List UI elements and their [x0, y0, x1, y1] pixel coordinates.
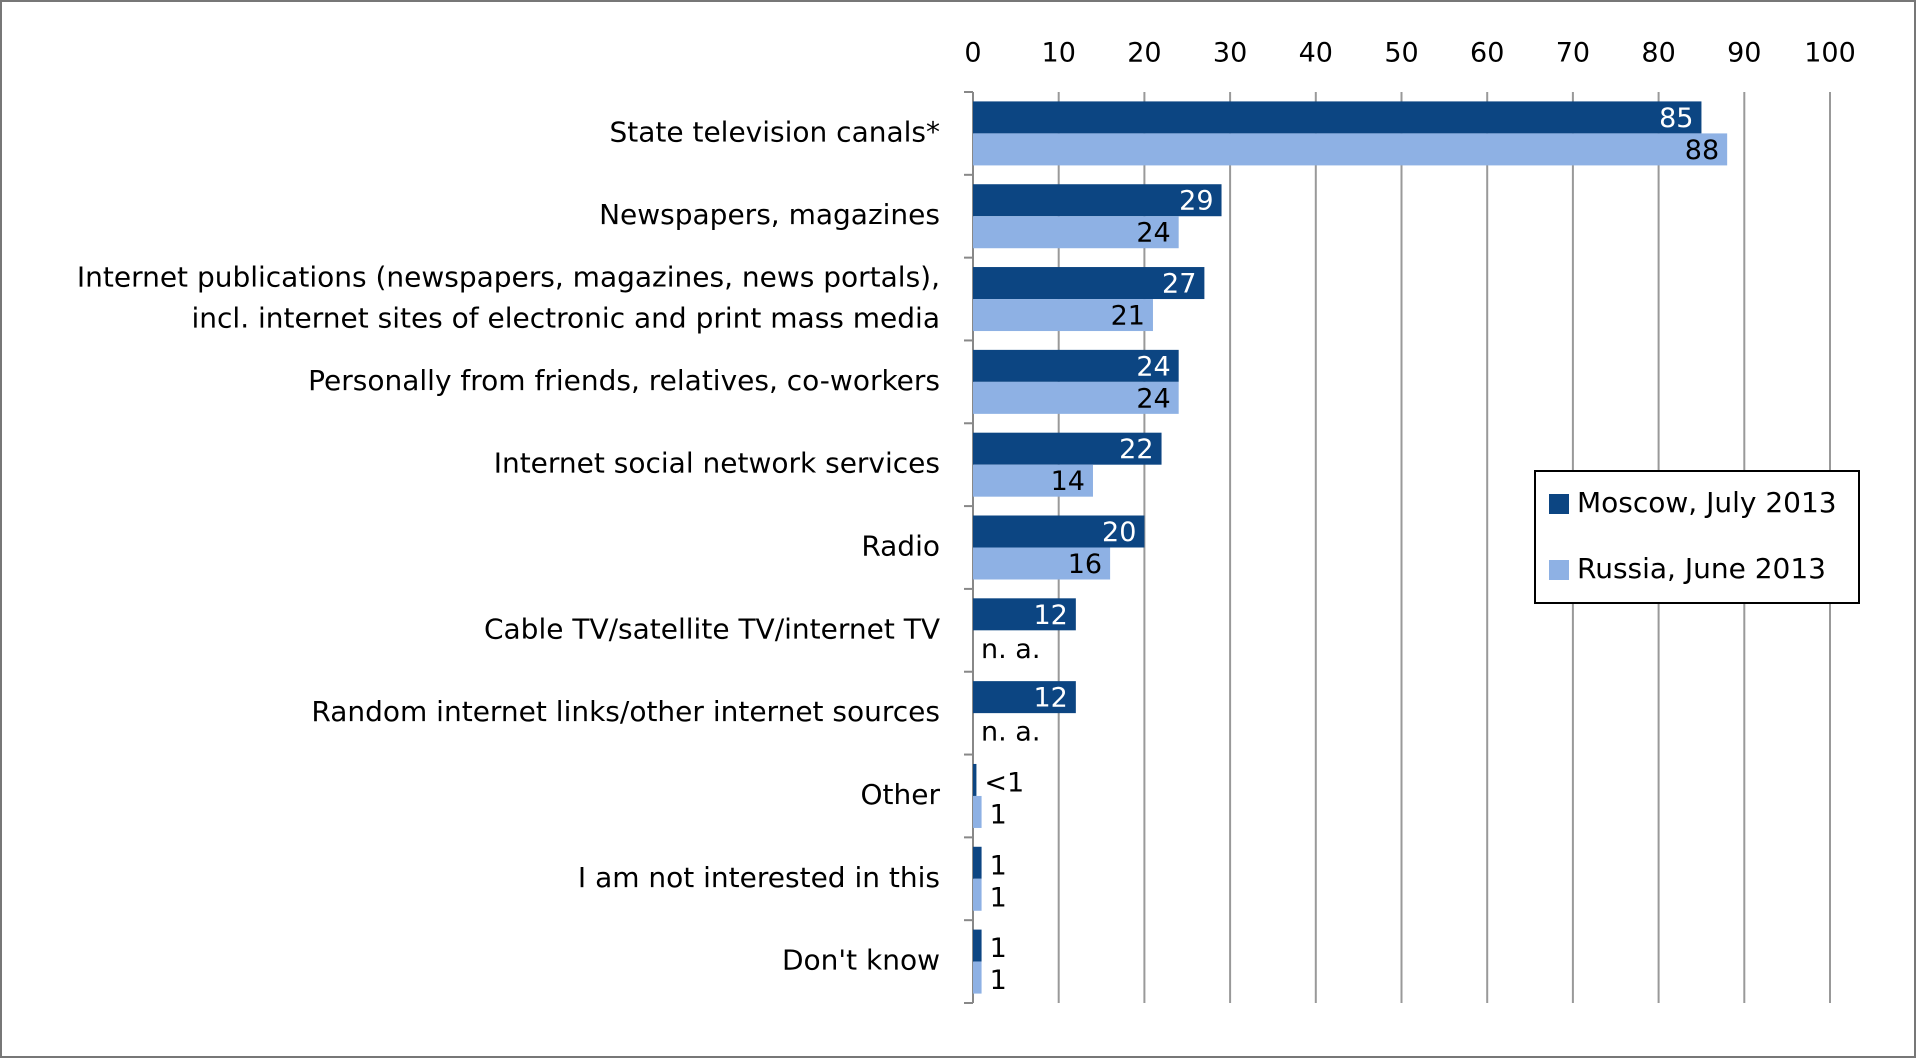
- bar: [973, 432, 1162, 465]
- bar: [973, 846, 982, 879]
- legend-swatch: [1549, 494, 1569, 514]
- value-label: 1: [990, 882, 1007, 913]
- value-label: 24: [1136, 351, 1170, 382]
- bar: [973, 464, 1093, 497]
- y-tick-label: Don't know: [782, 944, 940, 977]
- x-tick-label: 60: [1470, 38, 1504, 69]
- value-label: 1: [990, 965, 1007, 996]
- y-tick-label: Random internet links/other internet sou…: [311, 695, 940, 728]
- value-label: 21: [1111, 301, 1145, 332]
- legend-label: Moscow, July 2013: [1577, 486, 1837, 519]
- bar: [973, 795, 982, 828]
- x-tick-label: 70: [1556, 38, 1590, 69]
- value-label: 88: [1685, 135, 1719, 166]
- value-label: 1: [990, 799, 1007, 830]
- value-label: 29: [1179, 186, 1213, 217]
- value-label: 20: [1102, 517, 1136, 548]
- value-label: 1: [990, 933, 1007, 964]
- bar: [973, 349, 1179, 382]
- value-label: n. a.: [981, 634, 1040, 665]
- bar: [973, 101, 1702, 134]
- bar: [973, 929, 982, 962]
- value-label: 27: [1162, 269, 1196, 300]
- value-label: 22: [1119, 434, 1153, 465]
- value-label: <1: [984, 767, 1024, 798]
- y-tick-label: Internet publications (newspapers, magaz…: [77, 261, 940, 294]
- y-tick-label: incl. internet sites of electronic and p…: [192, 302, 941, 335]
- x-tick-label: 80: [1641, 38, 1675, 69]
- x-tick-label: 0: [964, 38, 981, 69]
- x-tick-label: 100: [1804, 38, 1856, 69]
- bar: [973, 515, 1145, 548]
- y-tick-label: Other: [860, 778, 940, 811]
- value-label: 85: [1659, 103, 1693, 134]
- bar: [973, 267, 1205, 300]
- bar: [973, 763, 977, 796]
- bar: [973, 547, 1111, 580]
- bar: [973, 299, 1153, 332]
- value-label: 12: [1033, 683, 1067, 714]
- y-tick-label: State television canals*: [609, 115, 940, 148]
- x-tick-label: 30: [1213, 38, 1247, 69]
- bar: [973, 598, 1076, 631]
- x-tick-label: 40: [1299, 38, 1333, 69]
- legend-box: [1534, 470, 1860, 604]
- legend-swatch: [1549, 560, 1569, 580]
- bar: [973, 961, 982, 994]
- value-label: 12: [1033, 600, 1067, 631]
- legend-label: Russia, June 2013: [1577, 552, 1826, 585]
- value-label: n. a.: [981, 717, 1040, 748]
- y-tick-label: Internet social network services: [494, 447, 940, 480]
- x-tick-label: 50: [1384, 38, 1418, 69]
- bar: [973, 681, 1076, 714]
- y-tick-label: Personally from friends, relatives, co-w…: [308, 364, 940, 397]
- value-label: 16: [1068, 549, 1102, 580]
- y-tick-label: Radio: [861, 530, 940, 563]
- x-tick-label: 20: [1127, 38, 1161, 69]
- y-tick-label: I am not interested in this: [578, 861, 940, 894]
- x-tick-label: 90: [1727, 38, 1761, 69]
- bar: [973, 216, 1179, 249]
- y-tick-label: Newspapers, magazines: [599, 198, 940, 231]
- value-label: 24: [1136, 383, 1170, 414]
- value-label: 1: [990, 850, 1007, 881]
- bar: [973, 184, 1222, 217]
- bar: [973, 878, 982, 911]
- bar: [973, 381, 1179, 414]
- y-tick-label: Cable TV/satellite TV/internet TV: [484, 612, 940, 645]
- value-label: 24: [1136, 218, 1170, 249]
- value-label: 14: [1051, 466, 1085, 497]
- x-tick-label: 10: [1042, 38, 1076, 69]
- bar: [973, 133, 1728, 166]
